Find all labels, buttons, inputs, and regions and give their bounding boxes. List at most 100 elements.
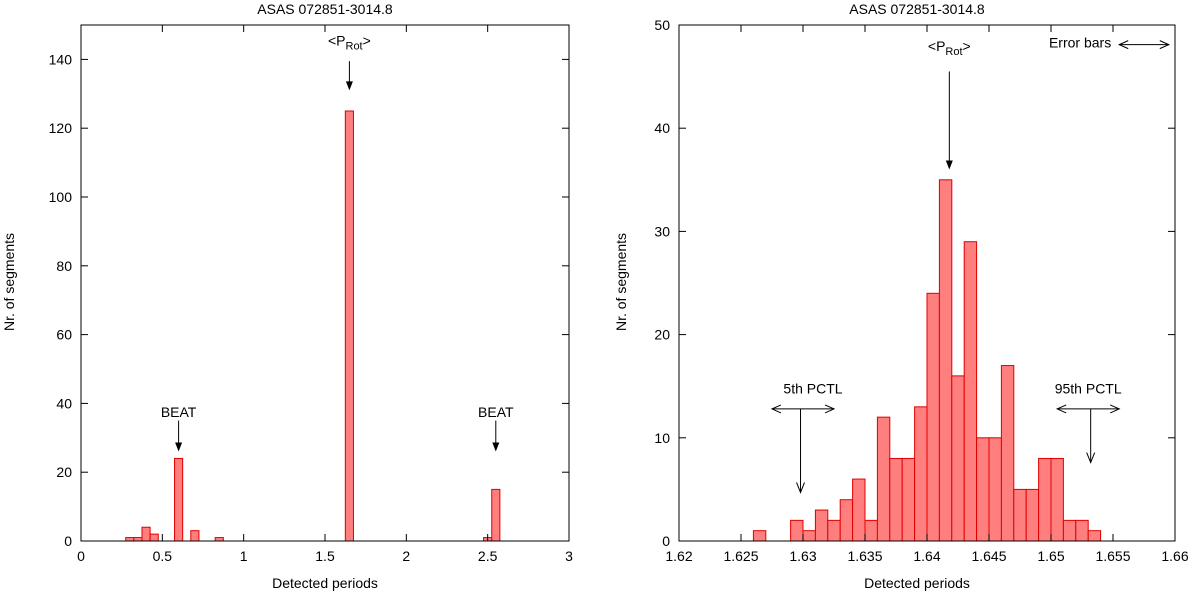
histogram-bar (1087, 530, 1102, 542)
histogram-bar (1000, 365, 1015, 542)
histogram-bar (963, 241, 978, 542)
annotation-arrow-head (492, 442, 500, 452)
x-tick-label: 3 (565, 548, 573, 564)
histogram-bar (141, 526, 151, 542)
histogram-bar (827, 519, 841, 542)
histogram-bar (814, 509, 829, 542)
bars-group (125, 110, 501, 542)
percentile-arrow-head (796, 482, 805, 494)
error-bar-head-right (1159, 40, 1171, 50)
histogram-bar (951, 375, 965, 542)
plot-frame (678, 24, 1176, 542)
histogram-bar (133, 537, 143, 542)
x-tick-label: 0 (77, 548, 85, 564)
x-tick-label: 1 (240, 548, 248, 564)
histogram-bar (174, 457, 184, 542)
annotation-label: 5th PCTL (783, 380, 842, 396)
y-tick-label: 60 (56, 327, 72, 343)
histogram-bar (852, 478, 866, 542)
histogram-bar (926, 292, 940, 542)
ticks-group: 0 0.5 1 1.5 2 2.5 3 0 20 40 60 80 100 120 140 (49, 25, 573, 564)
annotation-label: BEAT (161, 404, 197, 420)
x-tick-label: 1.655 (1095, 548, 1130, 564)
x-tick-label: 1.635 (847, 548, 882, 564)
annotations-group: BEAT BEAT <PRot> (161, 33, 514, 452)
histogram-bar (1013, 488, 1027, 542)
histogram-bar (889, 457, 903, 542)
percentile-range-head-right (824, 404, 836, 414)
chart-title: ASAS 072851-3014.8 (849, 1, 985, 17)
percentile-arrow-head (1086, 452, 1096, 464)
y-tick-label: 30 (654, 223, 670, 239)
histogram-bar (190, 530, 200, 542)
annotation-label: <PRot> (328, 33, 371, 53)
histogram-bar (1025, 488, 1040, 542)
chart-left: ASAS 072851-3014.8 Detected periods Nr. … (1, 1, 573, 591)
y-tick-label: 120 (49, 120, 73, 136)
annotation-label: 95th PCTL (1055, 380, 1122, 396)
percentile-range-head-left (1055, 404, 1067, 414)
percentile-range-head-right (1109, 404, 1121, 414)
annotation-arrow-head (175, 442, 183, 452)
y-axis-label: Nr. of segments (613, 233, 629, 331)
x-tick-label: 1.5 (315, 548, 335, 564)
histogram-bar (914, 406, 928, 542)
annotation-label: <PRot> (928, 38, 971, 58)
bars-group (752, 179, 1102, 542)
histogram-bar (214, 537, 224, 542)
x-axis-label: Detected periods (864, 575, 970, 591)
annotation-label: BEAT (478, 404, 514, 420)
x-tick-label: 1.64 (913, 548, 940, 564)
y-axis-label: Nr. of segments (1, 233, 17, 331)
histogram-bar (988, 437, 1002, 542)
histogram-bar (802, 530, 816, 542)
x-tick-label: 2.5 (478, 548, 498, 564)
histogram-bar (976, 437, 990, 542)
histogram-bar (1050, 457, 1064, 542)
y-tick-label: 0 (64, 533, 72, 549)
chart-right: ASAS 072851-3014.8 Detected periods Nr. … (613, 1, 1189, 591)
y-tick-label: 10 (654, 430, 670, 446)
histogram-bar (864, 519, 878, 542)
ticks-group: 1.62 1.625 1.63 1.635 1.64 1.645 1.65 1.655 1.66… (654, 17, 1188, 564)
x-tick-label: 2 (402, 548, 410, 564)
histogram-bar (752, 530, 767, 542)
x-tick-label: 1.65 (1037, 548, 1064, 564)
annotations-group: <PRot> 5th PCTL 95th PCTL Error bars (770, 35, 1171, 494)
y-tick-label: 20 (56, 464, 72, 480)
percentile-range-head-left (770, 404, 782, 414)
histogram-bar (1075, 519, 1089, 542)
x-tick-label: 1.63 (789, 548, 816, 564)
y-tick-label: 0 (662, 533, 670, 549)
y-tick-label: 50 (654, 17, 670, 33)
histogram-bar (344, 110, 354, 542)
annotation-arrow-head (345, 81, 353, 91)
y-tick-label: 100 (49, 189, 73, 205)
y-tick-label: 40 (654, 120, 670, 136)
error-bar-head-left (1117, 40, 1129, 50)
histogram-bar (1038, 457, 1052, 542)
histogram-bar (491, 488, 501, 542)
histogram-bar (1062, 519, 1077, 542)
histogram-bar (938, 179, 953, 542)
plot-frame (80, 24, 570, 542)
chart-title: ASAS 072851-3014.8 (257, 1, 393, 17)
histogram-bar (149, 533, 159, 542)
x-tick-label: 1.62 (665, 548, 692, 564)
histogram-bar (901, 457, 916, 542)
histogram-bar (876, 416, 891, 542)
histogram-bar (839, 499, 854, 542)
x-axis-label: Detected periods (272, 575, 378, 591)
y-tick-label: 40 (56, 395, 72, 411)
x-tick-label: 1.66 (1161, 548, 1188, 564)
y-tick-label: 140 (49, 51, 73, 67)
annotation-arrow-head (945, 160, 953, 170)
x-tick-label: 1.625 (723, 548, 758, 564)
histogram-bar (125, 537, 135, 542)
histogram-bar (790, 519, 804, 542)
annotation-label: Error bars (1049, 35, 1111, 51)
y-tick-label: 20 (654, 327, 670, 343)
x-tick-label: 0.5 (153, 548, 173, 564)
y-tick-label: 80 (56, 258, 72, 274)
